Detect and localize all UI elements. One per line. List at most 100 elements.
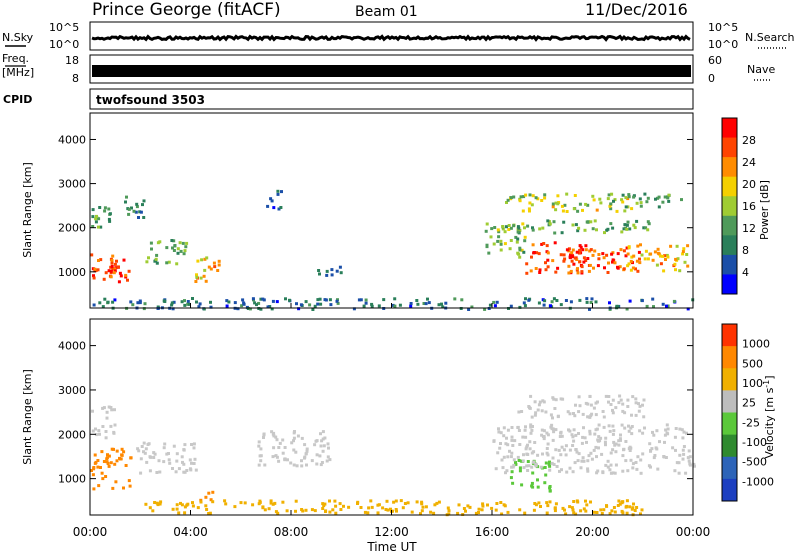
heatmap-cell <box>510 438 514 442</box>
heatmap-cell <box>269 499 273 503</box>
heatmap-cell <box>626 220 630 224</box>
heatmap-cell <box>530 451 534 455</box>
heatmap-cell <box>540 428 544 432</box>
heatmap-cell <box>561 506 565 510</box>
heatmap-cell <box>618 437 622 441</box>
heatmap-cell <box>534 267 538 270</box>
heatmap-cell <box>271 455 275 459</box>
heatmap-cell <box>92 466 96 469</box>
heatmap-cell <box>665 304 668 308</box>
heatmap-cell <box>508 449 511 453</box>
heatmap-cell <box>609 207 613 211</box>
heatmap-cell <box>584 259 588 262</box>
power-colorbar: 28 24 20 16 12 8 4 <box>721 117 756 295</box>
heatmap-cell <box>531 194 535 198</box>
heatmap-cell <box>542 242 546 245</box>
heatmap-cell <box>564 453 568 457</box>
date-label: 11/Dec/2016 <box>585 0 688 19</box>
heatmap-cell <box>650 447 654 451</box>
heatmap-cell <box>617 443 621 447</box>
heatmap-cell <box>204 504 208 508</box>
heatmap-cell <box>185 241 189 245</box>
heatmap-cell <box>110 261 114 265</box>
heatmap-cell <box>136 447 140 451</box>
heatmap-cell <box>240 304 244 308</box>
heatmap-cell <box>520 483 524 487</box>
heatmap-cell <box>529 394 533 398</box>
heatmap-cell <box>477 507 481 511</box>
heatmap-cell <box>200 258 204 262</box>
heatmap-cell <box>579 509 583 513</box>
heatmap-cell <box>582 507 586 511</box>
heatmap-cell <box>486 503 489 507</box>
heatmap-cell <box>568 412 572 416</box>
heatmap-cell <box>498 446 502 450</box>
heatmap-cell <box>329 303 333 307</box>
heatmap-cell <box>328 510 332 514</box>
heatmap-cell <box>597 423 601 427</box>
heatmap-cell <box>171 246 174 250</box>
heatmap-cell <box>585 300 589 304</box>
heatmap-cell <box>637 250 641 254</box>
heatmap-cell <box>517 459 521 462</box>
heatmap-cell <box>502 426 506 430</box>
heatmap-cell <box>586 402 590 406</box>
heatmap-cell <box>125 195 128 199</box>
heatmap-cell <box>554 270 558 274</box>
heatmap-cell <box>109 461 113 465</box>
heatmap-cell <box>529 269 533 273</box>
heatmap-cell <box>621 409 625 413</box>
heatmap-cell <box>666 432 670 436</box>
heatmap-cell <box>581 456 585 460</box>
heatmap-cell <box>194 280 198 283</box>
heatmap-cell <box>543 466 547 469</box>
heatmap-cell <box>661 302 665 306</box>
power-panel-frame <box>89 112 694 309</box>
heatmap-cell <box>520 248 524 252</box>
heatmap-cell <box>129 456 133 460</box>
heatmap-cell <box>512 463 516 467</box>
heatmap-cell <box>579 466 583 470</box>
heatmap-cell <box>546 453 550 457</box>
heatmap-cell <box>621 500 625 504</box>
heatmap-cell <box>91 225 95 228</box>
heatmap-cell <box>528 440 532 444</box>
colorbar-swatch <box>722 157 737 178</box>
heatmap-cell <box>176 247 180 251</box>
heatmap-cell <box>261 505 265 509</box>
heatmap-cell <box>162 460 166 464</box>
heatmap-cell <box>644 249 648 253</box>
heatmap-cell <box>554 208 558 212</box>
heatmap-cell <box>113 269 117 273</box>
heatmap-cell <box>609 463 613 467</box>
heatmap-cell <box>646 228 650 232</box>
heatmap-cell <box>576 459 580 463</box>
heatmap-cell <box>262 436 265 439</box>
heatmap-cell <box>163 442 167 446</box>
heatmap-cell <box>511 465 515 469</box>
heatmap-cell <box>474 511 478 515</box>
heatmap-cell <box>97 429 101 433</box>
colorbar-tick-label: -1000 <box>742 475 774 488</box>
heatmap-cell <box>550 300 554 304</box>
heatmap-cell <box>211 500 215 504</box>
heatmap-cell <box>110 408 114 412</box>
heatmap-cell <box>322 444 326 448</box>
heatmap-cell <box>574 433 578 437</box>
heatmap-cell <box>531 226 534 230</box>
heatmap-cell <box>663 195 667 199</box>
heatmap-cell <box>663 440 666 444</box>
heatmap-cell <box>167 458 171 462</box>
heatmap-cell <box>258 500 262 504</box>
heatmap-cell <box>494 467 498 471</box>
heatmap-cell <box>506 455 510 459</box>
y-tick-label: 1000 <box>58 266 86 279</box>
heatmap-cell <box>522 466 526 470</box>
heatmap-cell <box>571 435 575 439</box>
heatmap-cell <box>627 195 631 199</box>
heatmap-cell <box>645 304 649 308</box>
heatmap-cell <box>314 439 318 443</box>
heatmap-cell <box>259 459 263 463</box>
heatmap-cell <box>319 302 323 306</box>
heatmap-cell <box>148 469 152 473</box>
